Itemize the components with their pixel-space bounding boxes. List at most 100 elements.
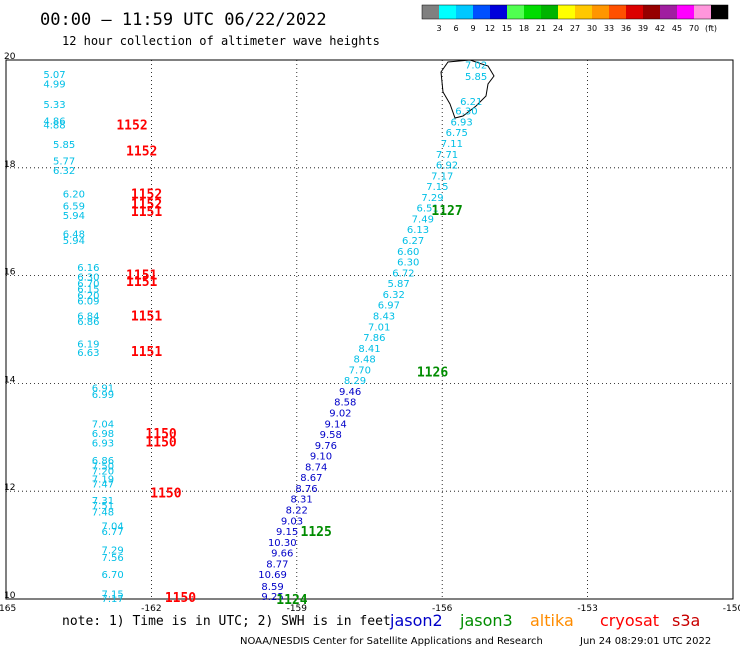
wave-height-value: 6.91 — [92, 384, 114, 395]
colorbar-swatch — [473, 5, 490, 19]
map-frame: -165 -162 -159 -156 -153 -150 20 18 16 14 12 10 5.0… — [0, 52, 740, 614]
wave-height-value: 8.77 — [266, 559, 288, 570]
wave-height-value: 9.02 — [329, 409, 351, 420]
wave-height-value: 8.31 — [291, 495, 313, 506]
wave-height-value: 6.92 — [436, 161, 458, 172]
wave-height-value: 7.49 — [412, 214, 434, 225]
map-border — [5, 59, 734, 600]
wave-height-value: 6.27 — [402, 236, 424, 247]
wave-height-value: 8.48 — [354, 355, 376, 366]
wave-height-value: 7.29 — [101, 545, 123, 556]
wave-height-value: 5.77 — [53, 156, 75, 167]
wave-height-value: 5.33 — [43, 100, 65, 111]
pass-time-label: 1151 — [131, 345, 162, 360]
wave-height-value: 5.94 — [63, 211, 85, 222]
axis-tick-labels: -165 -162 -159 -156 -153 -150 20 18 16 14 12 10 — [0, 52, 740, 614]
wave-height-value: 4.86 — [43, 116, 65, 127]
hawaii-island-outline — [440, 59, 495, 119]
wave-height-value: 5.07 — [43, 70, 65, 81]
pass-time-label: 1151 — [126, 275, 157, 290]
wave-height-value: 6.93 — [450, 117, 472, 128]
colorbar-label: 27 — [570, 24, 580, 33]
colorbar-swatch — [609, 5, 626, 19]
wave-height-value: 6.60 — [397, 247, 419, 258]
wave-height-value: 5.85 — [465, 72, 487, 83]
wave-height-value: 6.72 — [392, 268, 414, 279]
pass-time-label: 1152 — [131, 197, 162, 212]
wave-height-value: 9.66 — [271, 549, 293, 560]
wave-height-value: 8.74 — [305, 462, 327, 473]
wave-height-value: 6.48 — [63, 230, 85, 241]
wave-height-value: 4.99 — [43, 80, 65, 91]
colorbar-label: 18 — [519, 24, 529, 33]
legend-entry-jason2: jason2 — [389, 611, 443, 630]
colorbar-label: 24 — [553, 24, 563, 33]
pass-time-label: 1124 — [276, 593, 307, 608]
longitude-tick-label: -153 — [577, 604, 597, 614]
wave-height-value: 7.01 — [368, 322, 390, 333]
legend-entry-cryosat: cryosat — [600, 611, 659, 630]
wave-height-value: 6.70 — [101, 570, 123, 581]
wave-height-value: 7.04 — [92, 419, 114, 430]
wave-height-value: 9.15 — [276, 527, 298, 538]
colorbar-label: 33 — [604, 24, 614, 33]
colorbar-swatch — [711, 5, 728, 19]
colorbar-swatch — [643, 5, 660, 19]
colorbar-label: 3 — [436, 24, 441, 33]
colorbar-swatch — [541, 5, 558, 19]
wave-height-value: 7.71 — [436, 150, 458, 161]
colorbar-label: 15 — [502, 24, 512, 33]
colorbar-label: 42 — [655, 24, 665, 33]
wave-height-value: 7.15 — [101, 590, 123, 601]
colorbar-swatch — [524, 5, 541, 19]
wave-height-value: 6.93 — [92, 439, 114, 450]
colorbar-swatch — [660, 5, 677, 19]
credit-text: NOAA/NESDIS Center for Satellite Applica… — [240, 636, 543, 647]
pass-time-label: 1151 — [131, 205, 162, 220]
wave-height-value: 9.58 — [320, 430, 342, 441]
wave-height-value: 6.21 — [460, 97, 482, 108]
wave-height-value: 6.32 — [383, 290, 405, 301]
colorbar-swatch — [422, 5, 439, 19]
pass-time-label: 1152 — [126, 145, 157, 160]
wave-height-value: 7.04 — [101, 522, 123, 533]
satellite-legend: jason2 jason3 altika cryosat s3a — [389, 611, 700, 630]
wave-height-value: 6.98 — [92, 429, 114, 440]
wave-height-value: 7.51 — [92, 501, 114, 512]
latitude-tick-label: 20 — [4, 52, 16, 62]
pass-time-label: 1126 — [417, 366, 448, 381]
legend-entry-altika: altika — [530, 611, 574, 630]
wave-height-value: 9.76 — [315, 441, 337, 452]
timestamp-text: Jun 24 08:29:01 UTC 2022 — [579, 636, 711, 647]
wave-height-value: 8.29 — [344, 376, 366, 387]
colorbar-swatch — [575, 5, 592, 19]
colorbar-swatch — [677, 5, 694, 19]
wave-height-value: 9.10 — [310, 452, 332, 463]
pass-time-label: 1150 — [150, 486, 181, 501]
wave-height-value: 5.85 — [53, 140, 75, 151]
legend-entry-s3a: s3a — [672, 611, 700, 630]
wave-height-value: 6.86 — [77, 317, 99, 328]
wave-height-value: 7.29 — [421, 193, 443, 204]
longitude-tick-label: -156 — [432, 604, 453, 614]
wave-height-value: 7.02 — [465, 60, 487, 71]
pass-time-label: 1152 — [116, 119, 147, 134]
colorbar: 3 6 9 12 15 18 21 24 27 30 33 36 39 42 45 70 (ft) — [421, 4, 729, 33]
wave-height-value: 7.19 — [92, 474, 114, 485]
colorbar-label: 21 — [536, 24, 546, 33]
longitude-tick-label: -150 — [723, 604, 740, 614]
wave-height-value: 9.46 — [339, 387, 361, 398]
wave-height-value: 7.17 — [431, 171, 453, 182]
wave-height-value: 7.56 — [101, 553, 123, 564]
pass-time-label: 1151 — [131, 309, 162, 324]
wave-height-value: 7.11 — [441, 139, 463, 150]
colorbar-swatch — [558, 5, 575, 19]
wave-height-value: 6.09 — [77, 296, 99, 307]
colorbar-border — [421, 4, 729, 20]
longitude-tick-label: -159 — [287, 604, 308, 614]
latitude-tick-label: 12 — [4, 483, 15, 493]
wave-height-value: 8.76 — [295, 484, 317, 495]
pass-time-labels: 1152115211521152115111511151115111511150… — [116, 119, 462, 608]
pass-time-label: 1127 — [431, 204, 462, 219]
